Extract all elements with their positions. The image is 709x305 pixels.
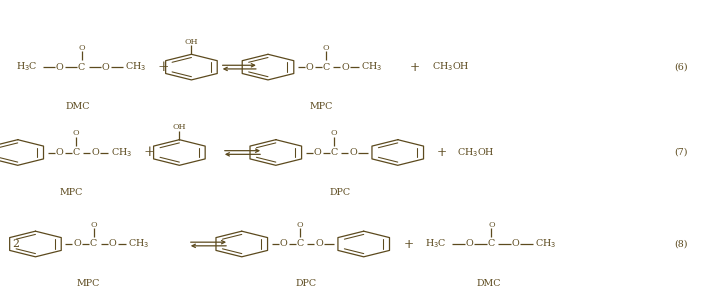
Text: O: O: [512, 239, 519, 249]
Text: MPC: MPC: [310, 102, 333, 111]
Text: CH$_3$OH: CH$_3$OH: [457, 146, 495, 159]
Text: O: O: [280, 239, 287, 249]
Text: O: O: [296, 221, 303, 229]
Text: +: +: [410, 61, 420, 74]
Text: MPC: MPC: [60, 188, 82, 197]
Text: +: +: [404, 238, 414, 250]
Text: (8): (8): [674, 239, 688, 249]
Text: MPC: MPC: [77, 279, 100, 288]
Text: DPC: DPC: [329, 188, 350, 197]
Text: C: C: [78, 63, 85, 72]
Text: O: O: [306, 63, 313, 72]
Text: O: O: [90, 221, 97, 229]
Text: CH$_3$: CH$_3$: [535, 238, 557, 250]
Text: C: C: [90, 239, 97, 249]
Text: CH$_3$: CH$_3$: [111, 146, 132, 159]
Text: C: C: [330, 148, 337, 157]
Text: +: +: [437, 146, 447, 159]
Text: O: O: [78, 44, 85, 52]
Text: DPC: DPC: [295, 279, 316, 288]
Text: CH$_3$OH: CH$_3$OH: [432, 61, 470, 73]
Text: OH: OH: [172, 124, 186, 131]
Text: O: O: [330, 129, 337, 137]
Text: OH: OH: [184, 38, 199, 46]
Text: O: O: [72, 129, 79, 137]
Text: +: +: [157, 60, 169, 74]
Text: O: O: [56, 63, 63, 72]
Text: O: O: [91, 148, 99, 157]
Text: C: C: [323, 63, 330, 72]
Text: O: O: [102, 63, 109, 72]
Text: +: +: [144, 145, 155, 160]
Text: DMC: DMC: [477, 279, 501, 288]
Text: DMC: DMC: [66, 102, 90, 111]
Text: H$_3$C: H$_3$C: [16, 61, 37, 73]
Text: (7): (7): [674, 148, 688, 157]
Text: O: O: [74, 239, 81, 249]
Text: O: O: [350, 148, 357, 157]
Text: CH$_3$: CH$_3$: [361, 61, 382, 73]
Text: O: O: [323, 44, 330, 52]
Text: O: O: [316, 239, 323, 249]
Text: C: C: [72, 148, 79, 157]
Text: C: C: [296, 239, 303, 249]
Text: O: O: [466, 239, 473, 249]
Text: O: O: [109, 239, 116, 249]
Text: O: O: [56, 148, 63, 157]
Text: O: O: [314, 148, 321, 157]
Text: CH$_3$: CH$_3$: [128, 238, 150, 250]
Text: H$_3$C: H$_3$C: [425, 238, 447, 250]
Text: C: C: [488, 239, 495, 249]
Text: (6): (6): [674, 63, 688, 72]
Text: O: O: [488, 221, 495, 229]
Text: 2: 2: [12, 239, 19, 249]
Text: O: O: [342, 63, 349, 72]
Text: CH$_3$: CH$_3$: [125, 61, 147, 73]
